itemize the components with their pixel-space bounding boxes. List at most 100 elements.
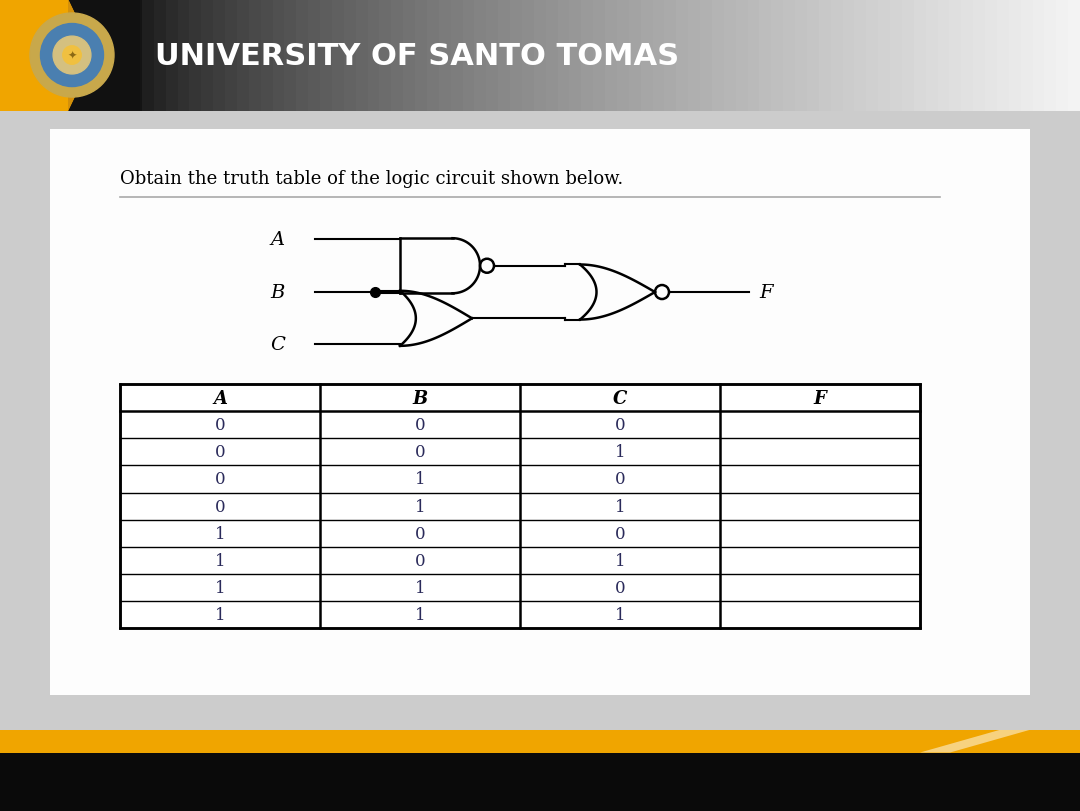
Bar <box>153 0 165 112</box>
Bar <box>1021 0 1032 112</box>
Text: 0: 0 <box>615 417 625 434</box>
Text: 1: 1 <box>615 444 625 461</box>
Bar <box>712 0 724 112</box>
Bar <box>652 0 664 112</box>
Text: 1: 1 <box>615 552 625 569</box>
Text: 0: 0 <box>415 444 426 461</box>
Text: 1: 1 <box>615 606 625 623</box>
Bar <box>355 0 367 112</box>
Bar <box>320 0 332 112</box>
Bar <box>486 0 498 112</box>
Bar <box>557 0 569 112</box>
Text: 1: 1 <box>215 606 226 623</box>
Circle shape <box>53 37 91 75</box>
Bar <box>795 0 807 112</box>
Bar <box>141 0 153 112</box>
Bar <box>296 0 308 112</box>
Text: 0: 0 <box>415 417 426 434</box>
Bar <box>1056 0 1068 112</box>
Circle shape <box>30 14 114 98</box>
Bar <box>189 0 201 112</box>
Text: 1: 1 <box>415 606 426 623</box>
Bar <box>367 0 379 112</box>
Bar <box>985 0 997 112</box>
Bar <box>747 0 759 112</box>
Bar <box>225 0 237 112</box>
Text: 1: 1 <box>415 471 426 488</box>
Bar <box>272 0 284 112</box>
Bar <box>534 0 545 112</box>
Bar <box>201 0 213 112</box>
Bar <box>581 0 593 112</box>
Bar <box>1068 0 1080 112</box>
Bar <box>759 0 771 112</box>
Polygon shape <box>42 0 95 112</box>
Bar <box>260 0 272 112</box>
Text: 0: 0 <box>615 525 625 542</box>
Bar <box>0 0 140 112</box>
Text: 0: 0 <box>215 471 226 488</box>
Circle shape <box>63 47 81 65</box>
Bar <box>997 0 1009 112</box>
Bar <box>569 0 581 112</box>
Text: 1: 1 <box>415 579 426 596</box>
Bar <box>676 0 688 112</box>
Text: A: A <box>213 389 227 407</box>
Bar <box>629 0 640 112</box>
Text: 1: 1 <box>215 525 226 542</box>
Bar <box>308 0 320 112</box>
Bar <box>854 0 866 112</box>
Text: 0: 0 <box>215 498 226 515</box>
Text: ✦: ✦ <box>67 51 77 61</box>
Text: 1: 1 <box>215 579 226 596</box>
Bar <box>807 0 819 112</box>
Text: 1: 1 <box>215 552 226 569</box>
Bar <box>545 0 557 112</box>
Bar <box>1032 0 1044 112</box>
Bar <box>450 0 462 112</box>
Text: 0: 0 <box>615 579 625 596</box>
Bar <box>332 0 343 112</box>
Text: C: C <box>270 336 285 354</box>
Bar <box>961 0 973 112</box>
Bar <box>831 0 842 112</box>
Bar <box>640 0 652 112</box>
Text: 0: 0 <box>415 552 426 569</box>
Bar <box>379 0 391 112</box>
Bar <box>213 0 225 112</box>
Text: F: F <box>813 389 826 407</box>
Text: C: C <box>612 389 627 407</box>
Bar <box>1009 0 1021 112</box>
Bar <box>415 0 427 112</box>
Text: 1: 1 <box>415 498 426 515</box>
Bar <box>937 0 949 112</box>
Bar <box>819 0 831 112</box>
Text: A: A <box>271 231 285 249</box>
Bar <box>284 0 296 112</box>
Bar <box>973 0 985 112</box>
Bar <box>248 0 260 112</box>
Bar <box>474 0 486 112</box>
Bar <box>617 0 629 112</box>
Bar <box>688 0 700 112</box>
Text: 1: 1 <box>615 498 625 515</box>
Bar <box>926 0 937 112</box>
Bar <box>878 0 890 112</box>
Text: 0: 0 <box>415 525 426 542</box>
Bar <box>343 0 355 112</box>
Bar <box>498 0 510 112</box>
Bar <box>664 0 676 112</box>
Bar <box>427 0 438 112</box>
Bar <box>165 0 177 112</box>
Text: 0: 0 <box>215 444 226 461</box>
Bar <box>462 0 474 112</box>
Bar <box>237 0 248 112</box>
Bar <box>0 0 42 112</box>
Bar <box>593 0 605 112</box>
Bar <box>914 0 926 112</box>
Text: UNIVERSITY OF SANTO TOMAS: UNIVERSITY OF SANTO TOMAS <box>156 41 679 71</box>
Polygon shape <box>68 0 95 112</box>
Text: 0: 0 <box>615 471 625 488</box>
Bar <box>130 0 141 112</box>
Bar <box>700 0 712 112</box>
